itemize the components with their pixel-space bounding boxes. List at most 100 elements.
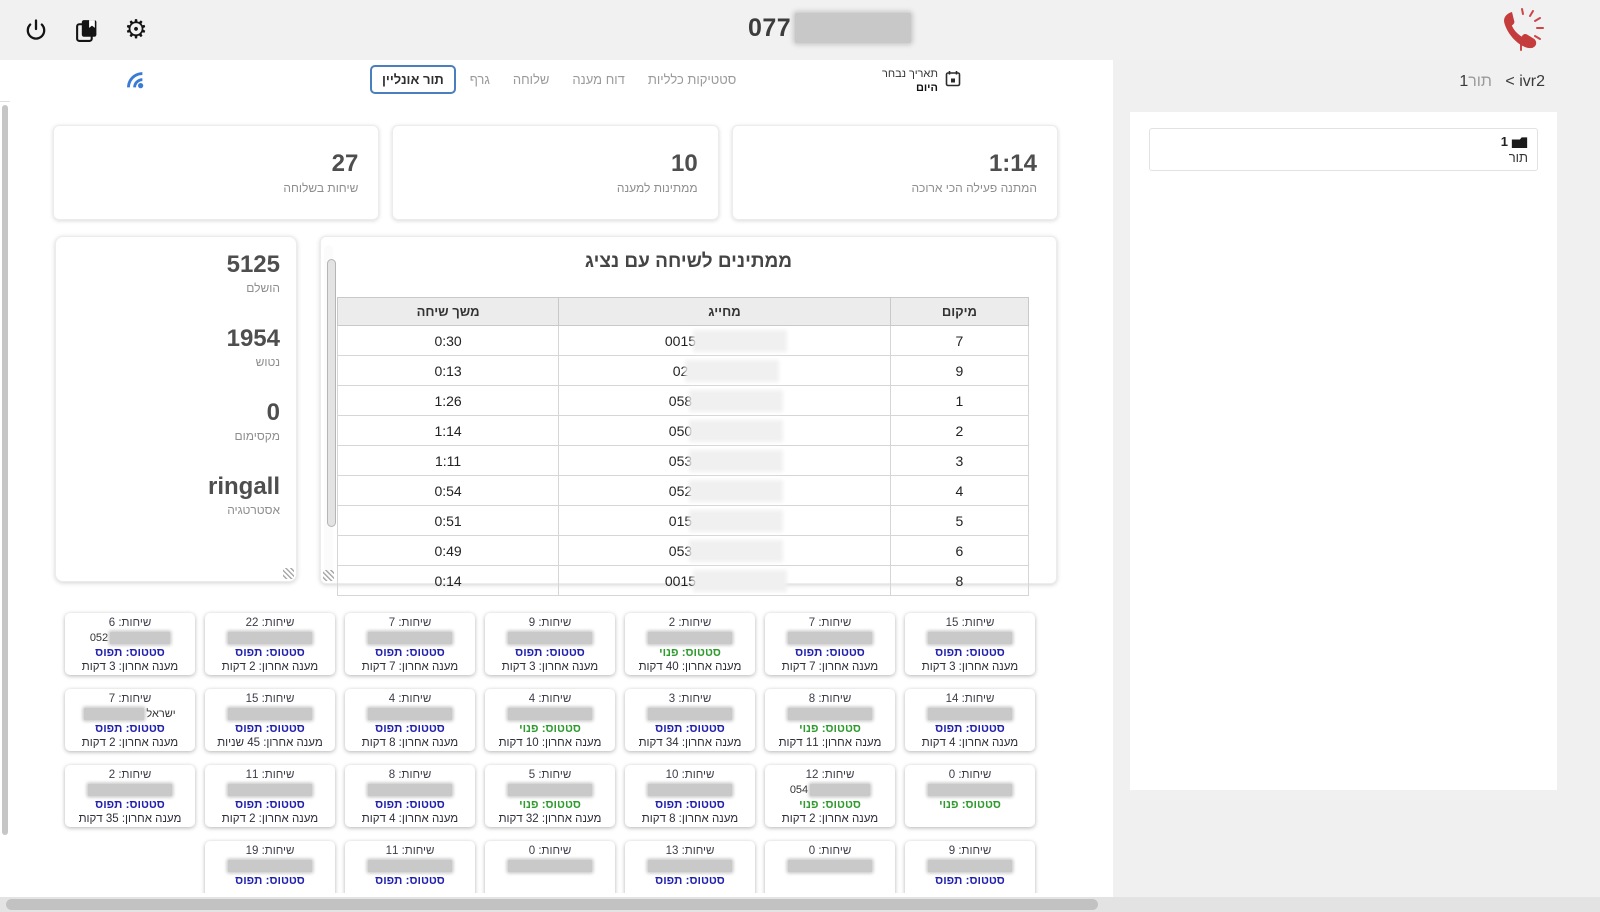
waiting-table-row: 7 0015 0:30 xyxy=(336,325,1030,356)
extension-card[interactable]: שיחות: 14 סטטוס: תפוס מענה אחרון: 4 דקות xyxy=(905,689,1035,751)
extension-card[interactable]: שיחות: 2 סטטוס: תפוס מענה אחרון: 35 דקות xyxy=(65,765,195,827)
sidebar-item-queue[interactable]: 1 תור xyxy=(1149,128,1538,171)
extension-phone-redacted xyxy=(489,860,611,873)
extension-card[interactable]: שיחות: 3 סטטוס: תפוס מענה אחרון: 34 דקות xyxy=(625,689,755,751)
caller-cell: 052 xyxy=(558,475,891,506)
extension-phone-redacted xyxy=(209,860,331,873)
extension-card[interactable]: שיחות: 9 סטטוס: תפוס xyxy=(905,841,1035,893)
extension-last-answer: מענה אחרון: 34 דקות xyxy=(638,737,742,750)
extension-calls-count: שיחות: 6 xyxy=(108,617,152,629)
extension-last-answer: מענה אחרון: 8 דקות xyxy=(361,737,459,750)
rss-live-feed-icon[interactable] xyxy=(124,69,145,95)
breadcrumb-queue-word: תור xyxy=(1468,73,1492,90)
extension-last-answer: מענה אחרון: 2 דקות xyxy=(221,813,319,826)
extension-phone-redacted xyxy=(909,632,1031,645)
extension-card[interactable]: שיחות: 7 ישראל סטטוס: תפוס מענה אחרון: 2 דק… xyxy=(65,689,195,751)
queue-stat: 0 מקסימום xyxy=(72,399,280,443)
extension-phone-redacted xyxy=(349,708,471,721)
vertical-scrollbar-thumb[interactable] xyxy=(2,105,8,835)
redaction-box xyxy=(692,482,781,499)
date-picker[interactable]: תאריך נבחר היום xyxy=(876,65,967,98)
extension-phone-redacted xyxy=(489,632,611,645)
extension-card[interactable]: שיחות: 9 סטטוס: תפוס מענה אחרון: 3 דקות xyxy=(485,613,615,675)
position-cell: 1 xyxy=(889,385,1030,416)
tabs-group: תור אונליין גרף שלוחה דוח מענה סטטיקות כ… xyxy=(370,65,745,94)
extension-card[interactable]: שיחות: 4 סטטוס: תפוס מענה אחרון: 8 דקות xyxy=(345,689,475,751)
queue-stat-label: אסטרטגיה xyxy=(227,503,280,517)
position-cell: 4 xyxy=(889,475,1030,506)
extension-card[interactable]: שיחות: 13 סטטוס: תפוס xyxy=(625,841,755,893)
extension-card[interactable]: שיחות: 5 סטטוס: פנוי מענה אחרון: 32 דקות xyxy=(485,765,615,827)
sidebar-item-label: תור xyxy=(1508,150,1528,165)
redaction-box xyxy=(368,784,452,797)
extension-status: סטטוס: תפוס xyxy=(935,874,1005,887)
extension-card[interactable]: שיחות: 19 סטטוס: תפוס xyxy=(205,841,335,893)
extension-status: סטטוס: תפוס xyxy=(95,722,165,735)
tab-general-statistics[interactable]: סטטיקות כלליות xyxy=(647,72,737,87)
redaction-box xyxy=(228,860,312,873)
extension-phone-redacted xyxy=(209,784,331,797)
extension-calls-count: שיחות: 10 xyxy=(665,769,715,781)
extension-calls-count: שיחות: 7 xyxy=(388,617,432,629)
extension-card[interactable]: שיחות: 22 סטטוס: תפוס מענה אחרון: 2 דקות xyxy=(205,613,335,675)
extension-card[interactable]: שיחות: 7 סטטוס: תפוס מענה אחרון: 7 דקות xyxy=(765,613,895,675)
extension-last-answer: מענה אחרון: 8 דקות xyxy=(641,813,739,826)
waiting-callers-panel: ממתינים לשיחה עם נציג מיקום מחייג משך שי… xyxy=(320,236,1057,596)
tab-answer-report[interactable]: דוח מענה xyxy=(572,72,625,87)
extension-phone-redacted xyxy=(909,708,1031,721)
caller-redacted-number: 058 xyxy=(559,392,890,409)
tab-graph[interactable]: גרף xyxy=(469,72,490,87)
extension-card[interactable]: שיחות: 12 054 סטטוס: פנוי מענה אחרון: 2 דקו… xyxy=(765,765,895,827)
caller-redacted-number: 02 xyxy=(559,362,890,379)
extension-card[interactable]: שיחות: 4 סטטוס: פנוי מענה אחרון: 10 דקות xyxy=(485,689,615,751)
caller-cell: 053 xyxy=(558,445,891,476)
extension-card[interactable]: שיחות: 8 סטטוס: פנוי מענה אחרון: 11 דקות xyxy=(765,689,895,751)
extension-card[interactable]: שיחות: 8 סטטוס: תפוס מענה אחרון: 4 דקות xyxy=(345,765,475,827)
extension-calls-count: שיחות: 7 xyxy=(808,617,852,629)
extension-phone-redacted: ישראל xyxy=(69,708,191,721)
stat-card: 1:14 המתנה פעילה הכי ארוכה xyxy=(731,125,1058,220)
phone-number-prefix: 077 xyxy=(748,13,792,42)
panel-resize-handle[interactable] xyxy=(283,568,294,579)
extension-card[interactable]: שיחות: 2 סטטוס: פנוי מענה אחרון: 40 דקות xyxy=(625,613,755,675)
library-icon[interactable] xyxy=(72,16,100,44)
waiting-table-row: 8 0015 0:14 xyxy=(336,565,1030,596)
extension-card[interactable]: שיחות: 11 סטטוס: תפוס xyxy=(345,841,475,893)
stat-card-value: 27 xyxy=(331,150,359,177)
extension-calls-count: שיחות: 8 xyxy=(388,769,432,781)
horizontal-scrollbar-thumb[interactable] xyxy=(6,899,1098,910)
waiting-table-title: ממתינים לשיחה עם נציג xyxy=(584,251,793,272)
caller-redacted-number: 050 xyxy=(559,422,890,439)
extension-status: סטטוס: תפוס xyxy=(515,646,585,659)
caller-prefix: 053 xyxy=(668,542,693,559)
caller-prefix: 050 xyxy=(668,422,693,439)
extension-calls-count: שיחות: 9 xyxy=(528,617,572,629)
sidebar-panel: 1 תור xyxy=(1130,112,1557,790)
extension-card[interactable]: שיחות: 6 052 סטטוס: תפוס מענה אחרון: 3 דקות xyxy=(65,613,195,675)
caller-prefix: 0015 xyxy=(664,332,697,349)
extension-card[interactable]: שיחות: 15 סטטוס: תפוס מענה אחרון: 3 דקות xyxy=(905,613,1035,675)
tab-online-queue[interactable]: תור אונליין xyxy=(370,65,456,94)
queue-stat-label: נטוש xyxy=(255,355,280,369)
extension-calls-count: שיחות: 4 xyxy=(388,693,432,705)
extension-card[interactable]: שיחות: 15 סטטוס: תפוס מענה אחרון: 45 שניות xyxy=(205,689,335,751)
stat-cards-row: 1:14 המתנה פעילה הכי ארוכה 10 ממתינות למענה… xyxy=(53,125,1058,220)
breadcrumb[interactable]: תור1 < ivr2 xyxy=(1459,73,1545,91)
tab-extension[interactable]: שלוחה xyxy=(512,72,550,87)
panel-resize-handle[interactable] xyxy=(323,570,334,581)
extension-card[interactable]: שיחות: 7 סטטוס: תפוס מענה אחרון: 7 דקות xyxy=(345,613,475,675)
caller-redacted-number: 053 xyxy=(559,452,890,469)
redaction-box xyxy=(228,632,312,645)
extension-phone-redacted xyxy=(629,784,751,797)
power-icon[interactable] xyxy=(22,16,50,44)
extension-card[interactable]: שיחות: 10 סטטוס: תפוס מענה אחרון: 8 דקות xyxy=(625,765,755,827)
extension-card[interactable]: שיחות: 11 סטטוס: תפוס מענה אחרון: 2 דקות xyxy=(205,765,335,827)
extension-card[interactable]: שיחות: 0 סטטוס: פנוי xyxy=(905,765,1035,827)
settings-gear-icon[interactable]: ⚙ xyxy=(124,15,148,45)
extension-card[interactable]: שיחות: 0 xyxy=(765,841,895,893)
caller-prefix: 02 xyxy=(672,362,689,379)
waiting-table-row: 6 053 0:49 xyxy=(336,535,1030,566)
extension-status: סטטוס: תפוס xyxy=(375,722,445,735)
extension-card[interactable]: שיחות: 0 xyxy=(485,841,615,893)
table-scrollbar-thumb[interactable] xyxy=(327,259,336,527)
